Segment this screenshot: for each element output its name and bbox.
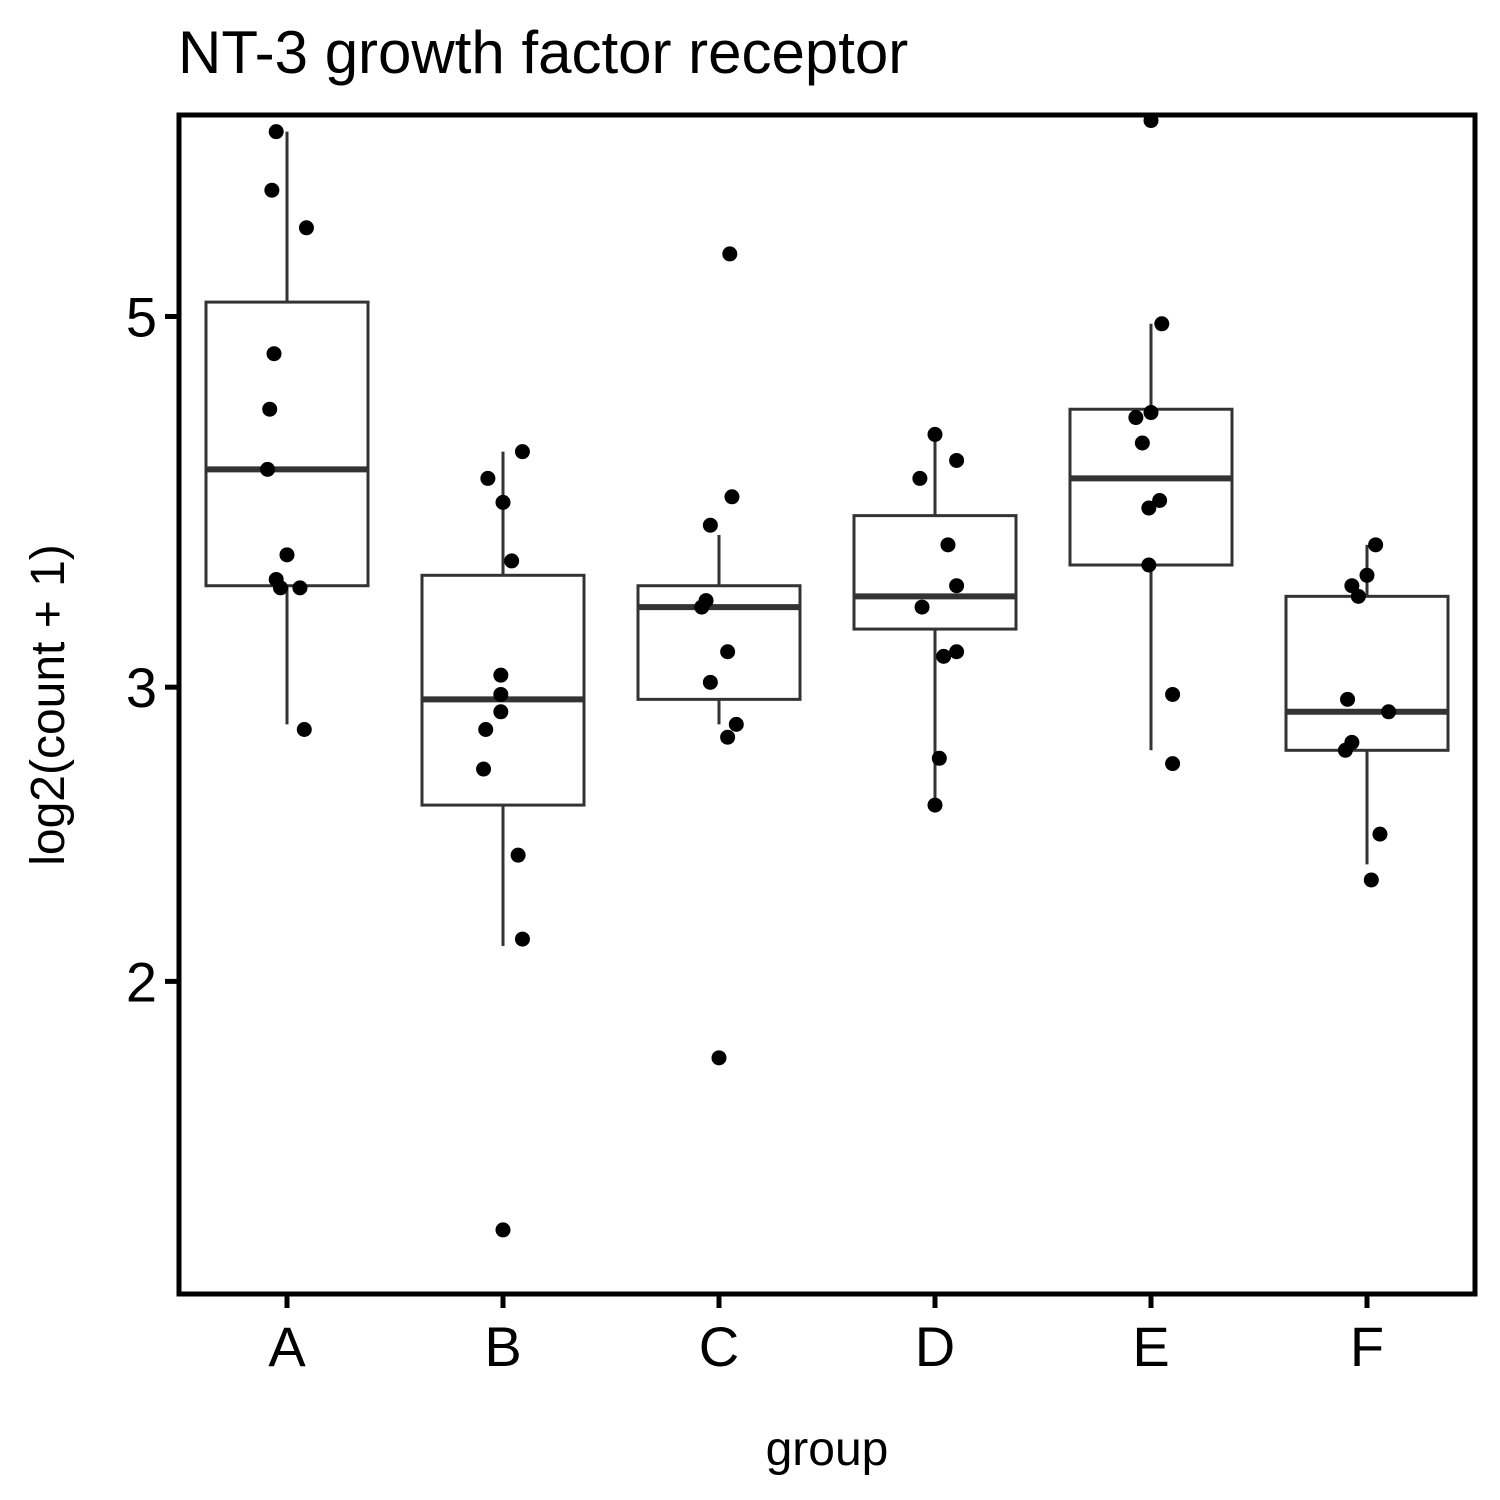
data-point <box>931 750 947 766</box>
panel-border <box>176 112 1478 1297</box>
data-point <box>702 674 718 690</box>
data-point <box>476 761 492 777</box>
box-group-a <box>204 131 370 725</box>
data-point <box>266 346 282 362</box>
y-tick-label: 2 <box>126 950 157 1013</box>
data-point <box>694 599 710 615</box>
data-point <box>1350 588 1366 604</box>
data-point <box>495 494 511 510</box>
data-point <box>927 797 943 813</box>
plot-area <box>204 113 1450 1238</box>
data-point <box>1141 557 1157 573</box>
box <box>1068 407 1234 567</box>
y-tick-label: 5 <box>126 285 157 348</box>
box-group-f <box>1284 544 1450 865</box>
y-axis: 2 3 5 <box>126 285 179 1013</box>
data-point <box>1337 742 1353 758</box>
data-point <box>1154 316 1170 332</box>
data-point <box>1165 686 1181 702</box>
data-point <box>1368 537 1384 553</box>
x-tick-label: D <box>915 1315 955 1378</box>
data-point <box>1165 756 1181 772</box>
data-point <box>720 644 736 660</box>
data-point <box>914 599 930 615</box>
data-point <box>949 644 965 660</box>
data-point <box>493 667 509 683</box>
box <box>1284 594 1450 752</box>
data-point <box>296 721 312 737</box>
data-point <box>949 578 965 594</box>
data-point <box>711 1050 727 1066</box>
data-point <box>510 847 526 863</box>
data-point <box>1372 826 1388 842</box>
data-point <box>262 401 278 417</box>
x-tick-label: A <box>268 1315 306 1378</box>
data-point <box>493 704 509 720</box>
data-point <box>940 537 956 553</box>
data-point <box>927 426 943 442</box>
y-axis-title: log2(count + 1) <box>22 544 75 866</box>
data-point <box>260 461 276 477</box>
data-point <box>504 553 520 569</box>
data-point <box>495 1222 511 1238</box>
box <box>636 584 802 701</box>
box-group-e <box>1068 323 1234 751</box>
data-point <box>912 470 928 486</box>
data-point <box>268 124 284 140</box>
data-point <box>724 489 740 505</box>
box-group-c <box>636 534 802 725</box>
data-point <box>1152 493 1168 509</box>
data-point <box>478 721 494 737</box>
data-point <box>292 580 308 596</box>
data-point <box>1381 704 1397 720</box>
data-point <box>720 729 736 745</box>
data-point <box>1141 500 1157 516</box>
data-point <box>493 686 509 702</box>
data-point <box>1340 691 1356 707</box>
data-point <box>273 580 289 596</box>
data-points <box>260 113 1397 1238</box>
x-axis: A B C D E F <box>268 1294 1384 1378</box>
data-point <box>1143 405 1159 421</box>
box <box>204 300 370 588</box>
x-axis-title: group <box>766 1423 889 1476</box>
x-tick-label: F <box>1350 1315 1384 1378</box>
data-point <box>264 182 280 198</box>
data-point <box>949 452 965 468</box>
data-point <box>514 444 530 460</box>
data-point <box>702 517 718 533</box>
data-point <box>279 547 295 563</box>
x-tick-label: B <box>484 1315 521 1378</box>
data-point <box>1134 435 1150 451</box>
x-tick-label: C <box>699 1315 739 1378</box>
data-point <box>298 220 314 236</box>
data-point <box>728 716 744 732</box>
box <box>852 514 1018 631</box>
data-point <box>1363 872 1379 888</box>
y-tick-label: 3 <box>126 656 157 719</box>
chart-title: NT-3 growth factor receptor <box>178 19 908 86</box>
data-point <box>1128 410 1144 426</box>
data-point <box>936 648 952 664</box>
x-tick-label: E <box>1132 1315 1169 1378</box>
box-group-d <box>852 434 1018 806</box>
data-point <box>722 246 738 262</box>
data-point <box>1359 567 1375 583</box>
data-point <box>514 931 530 947</box>
data-point <box>480 470 496 486</box>
